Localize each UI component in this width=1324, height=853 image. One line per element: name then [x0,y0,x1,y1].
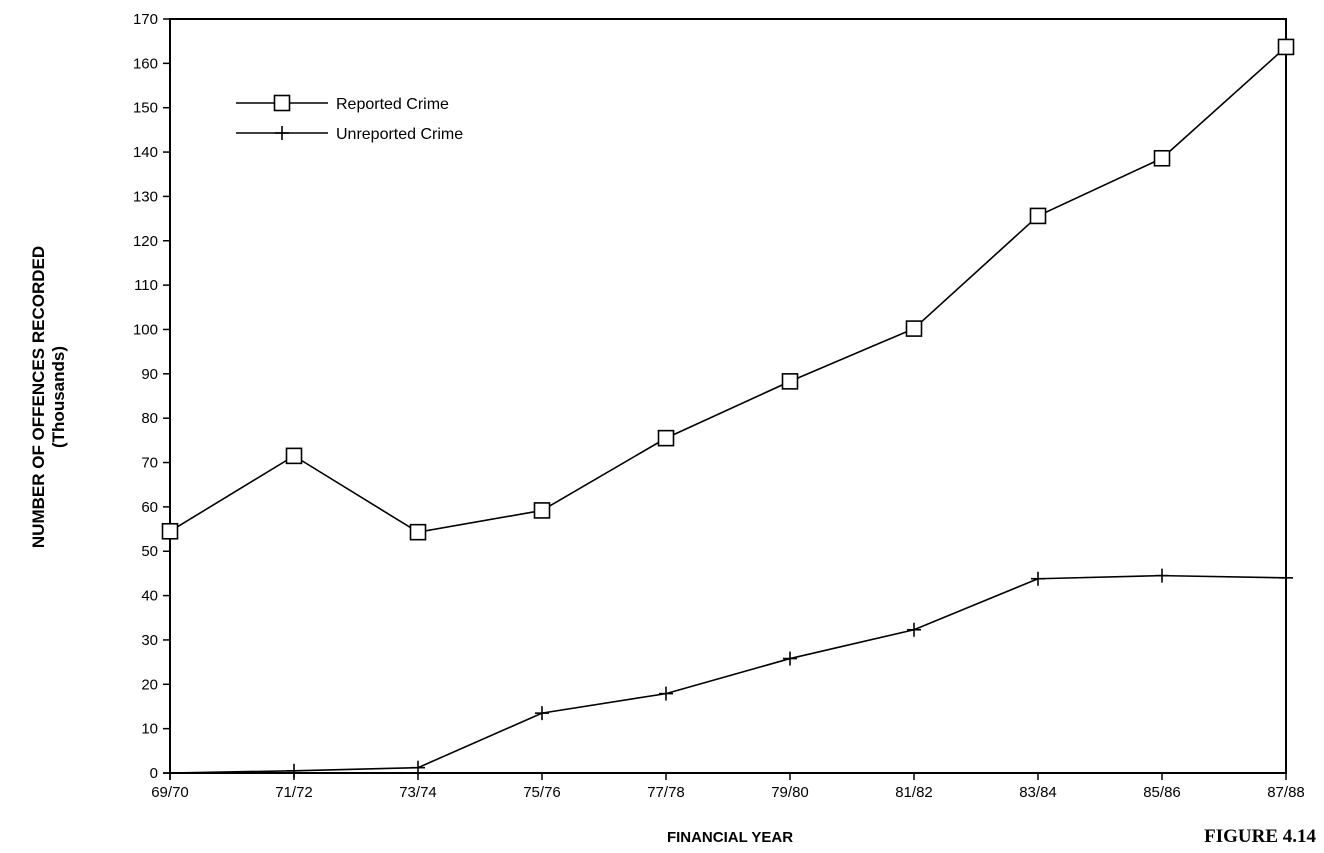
y-tick-label: 40 [141,588,158,605]
data-point [1155,568,1169,583]
y-axis-title-line1: NUMBER OF OFFENCES RECORDED [29,246,48,548]
y-tick-label: 170 [133,11,158,28]
data-point [411,760,425,775]
x-tick-label: 71/72 [275,784,313,801]
x-tick-label: 85/86 [1143,784,1181,801]
y-tick-label: 110 [134,277,158,294]
series-layer [161,38,1295,780]
data-point [1029,207,1047,225]
legend: Reported Crime Unreported Crime [236,94,463,143]
y-tick-label: 70 [141,455,158,472]
x-tick-label: 87/88 [1267,784,1305,801]
x-tick-label: 77/78 [647,784,685,801]
x-tick-label: 83/84 [1019,784,1057,801]
data-point [657,429,675,447]
data-point [533,502,551,519]
axes [169,18,1287,774]
x-tick-label: 81/82 [895,784,933,801]
y-tick-label: 120 [133,233,158,250]
y-tick-label: 80 [141,410,158,427]
data-point [163,766,177,780]
series-0 [161,38,1295,541]
y-tick-label: 20 [141,676,158,693]
data-point [161,522,179,540]
data-point [1153,149,1171,167]
data-point [1277,38,1295,56]
plot-frame [169,18,1287,774]
y-tick-label: 160 [133,55,158,72]
data-point [287,763,301,778]
x-tick-label: 73/74 [399,784,437,801]
legend-label: Unreported Crime [336,126,463,143]
data-point [1279,570,1293,585]
y-tick-label: 30 [141,632,158,649]
data-point [535,706,549,721]
data-point [905,320,923,337]
y-tick-label: 130 [133,188,158,205]
y-axis-title-line2: (Thousands) [49,346,68,448]
figure-label: FIGURE 4.14 [1204,826,1316,847]
legend-label: Reported Crime [336,96,449,113]
data-point [659,686,673,701]
y-tick-label: 150 [133,100,158,117]
legend-marker [275,126,289,140]
series-line [169,574,1287,774]
data-point [409,523,427,541]
y-tick-label: 10 [141,721,158,738]
x-axis-title: FINANCIAL YEAR [667,829,793,846]
data-point [781,373,799,390]
x-axis-ticks: 69/70 71/72 73/74 75/76 77/78 79/80 81/82 83/84… [151,773,1305,801]
y-tick-label: 0 [150,765,158,782]
y-axis-ticks: 0 10 20 30 40 50 60 70 80 90 100 110 120 130 140 150 160… [133,11,170,782]
x-tick-label: 75/76 [523,784,561,801]
legend-marker [273,94,291,112]
data-point [783,651,797,666]
series-1 [163,568,1293,780]
data-point [1031,571,1045,586]
data-point [285,447,303,465]
x-tick-label: 69/70 [151,784,189,801]
y-tick-label: 90 [141,366,158,383]
y-tick-label: 100 [133,321,158,338]
x-tick-label: 79/80 [771,784,809,801]
y-tick-label: 140 [133,144,158,161]
series-line [169,46,1287,534]
data-point [907,622,921,637]
y-tick-label: 60 [141,499,158,516]
y-tick-label: 50 [141,543,158,560]
